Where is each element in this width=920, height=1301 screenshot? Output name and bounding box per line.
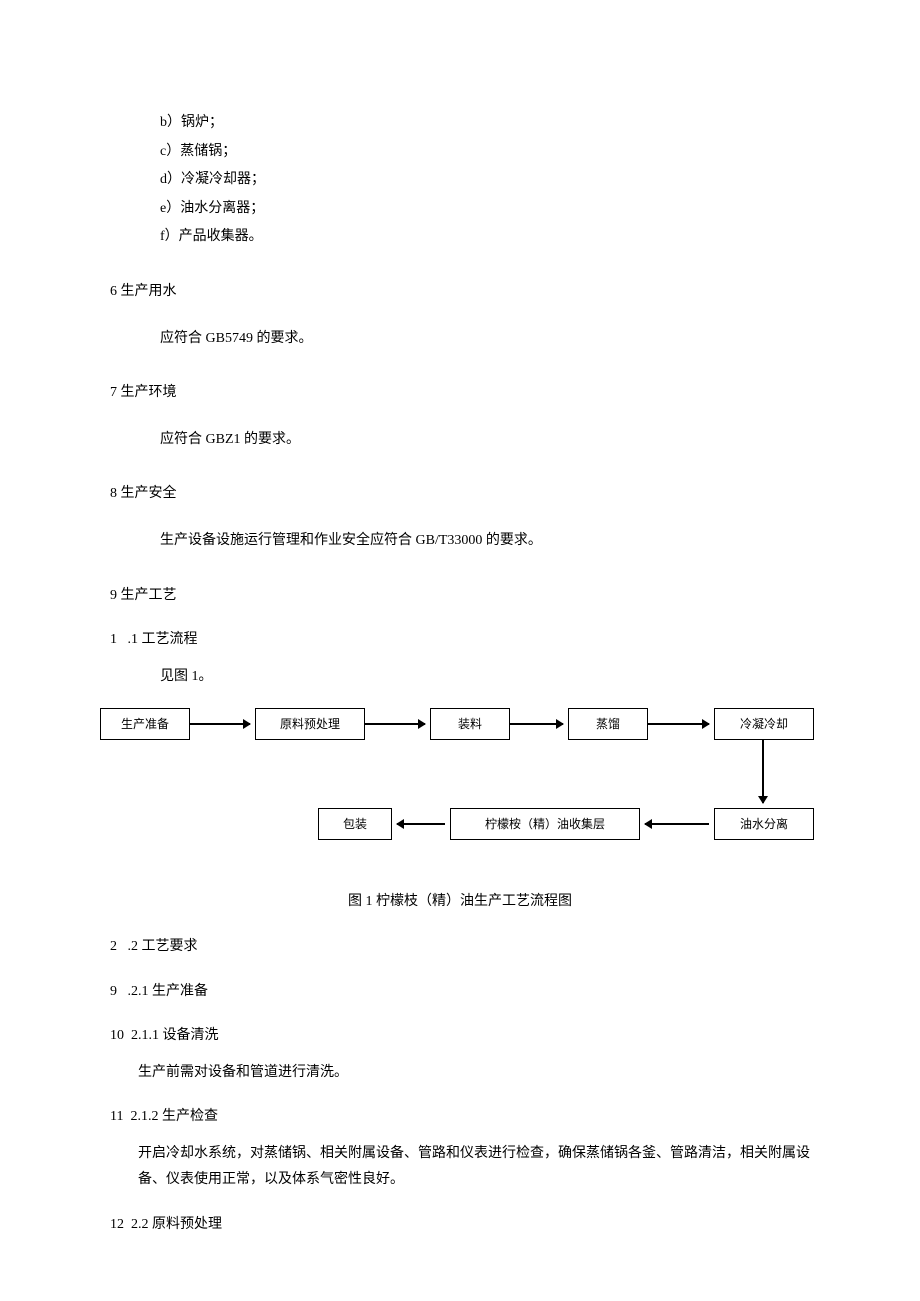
- flow-node-separate: 油水分离: [714, 808, 814, 840]
- section-9-title: 9 生产工艺: [110, 583, 810, 610]
- list-item-c: c）蒸储锅；: [110, 139, 810, 166]
- section-8-title: 8 生产安全: [110, 481, 810, 508]
- item-9-21: 9 .2.1 生产准备: [110, 979, 810, 1006]
- flow-node-collect: 柠檬桉（精）油收集层: [450, 808, 640, 840]
- item-1-1-label: .1 工艺流程: [128, 632, 198, 647]
- item-1-1-body: 见图 1。: [110, 664, 810, 691]
- flow-arrow: [365, 723, 425, 725]
- item-12-num: 12: [110, 1217, 124, 1232]
- flowchart: 生产准备 原料预处理 装料 蒸馏 冷凝冷却 油水分离 柠檬桉（精）油收集层 包装: [100, 708, 820, 863]
- section-7-body: 应符合 GBZ1 的要求。: [110, 427, 810, 454]
- item-10: 10 2.1.1 设备清洗: [110, 1023, 810, 1050]
- item-9-21-num: 9: [110, 984, 117, 999]
- item-10-body: 生产前需对设备和管道进行清洗。: [110, 1060, 810, 1087]
- section-8-body: 生产设备设施运行管理和作业安全应符合 GB/T33000 的要求。: [110, 528, 810, 555]
- item-2-2-num: 2: [110, 939, 117, 954]
- item-10-label: 2.1.1 设备清洗: [131, 1028, 219, 1043]
- list-item-f: f）产品收集器。: [110, 224, 810, 251]
- flow-node-pretreat: 原料预处理: [255, 708, 365, 740]
- flowchart-caption: 图 1 柠檬枝（精）油生产工艺流程图: [110, 889, 810, 916]
- item-1-1-num: 1: [110, 632, 117, 647]
- flow-arrow: [648, 723, 709, 725]
- list-item-b: b）锅炉；: [110, 110, 810, 137]
- flow-arrow: [645, 823, 709, 825]
- item-11-label: 2.1.2 生产检查: [130, 1109, 218, 1124]
- flow-arrow: [510, 723, 563, 725]
- item-2-2: 2 .2 工艺要求: [110, 934, 810, 961]
- item-11-body: 开启冷却水系统，对蒸储锅、相关附属设备、管路和仪表进行检查，确保蒸储锅各釜、管路…: [110, 1141, 810, 1194]
- flow-node-cool: 冷凝冷却: [714, 708, 814, 740]
- list-item-d: d）冷凝冷却器；: [110, 167, 810, 194]
- item-10-num: 10: [110, 1028, 124, 1043]
- list-item-e: e）油水分离器；: [110, 196, 810, 223]
- item-9-21-label: .2.1 生产准备: [128, 984, 209, 999]
- flow-arrow: [190, 723, 250, 725]
- item-1-1: 1 .1 工艺流程: [110, 627, 810, 654]
- flow-node-load: 装料: [430, 708, 510, 740]
- section-7-title: 7 生产环境: [110, 380, 810, 407]
- item-11: 11 2.1.2 生产检查: [110, 1104, 810, 1131]
- item-12: 12 2.2 原料预处理: [110, 1212, 810, 1239]
- item-11-num: 11: [110, 1109, 123, 1124]
- flow-node-pack: 包装: [318, 808, 392, 840]
- item-2-2-label: .2 工艺要求: [128, 939, 198, 954]
- flow-arrow: [397, 823, 445, 825]
- section-6-body: 应符合 GB5749 的要求。: [110, 326, 810, 353]
- flow-arrow: [762, 740, 764, 803]
- section-6-title: 6 生产用水: [110, 279, 810, 306]
- item-12-label: 2.2 原料预处理: [131, 1217, 222, 1232]
- flow-node-prep: 生产准备: [100, 708, 190, 740]
- flow-node-distill: 蒸馏: [568, 708, 648, 740]
